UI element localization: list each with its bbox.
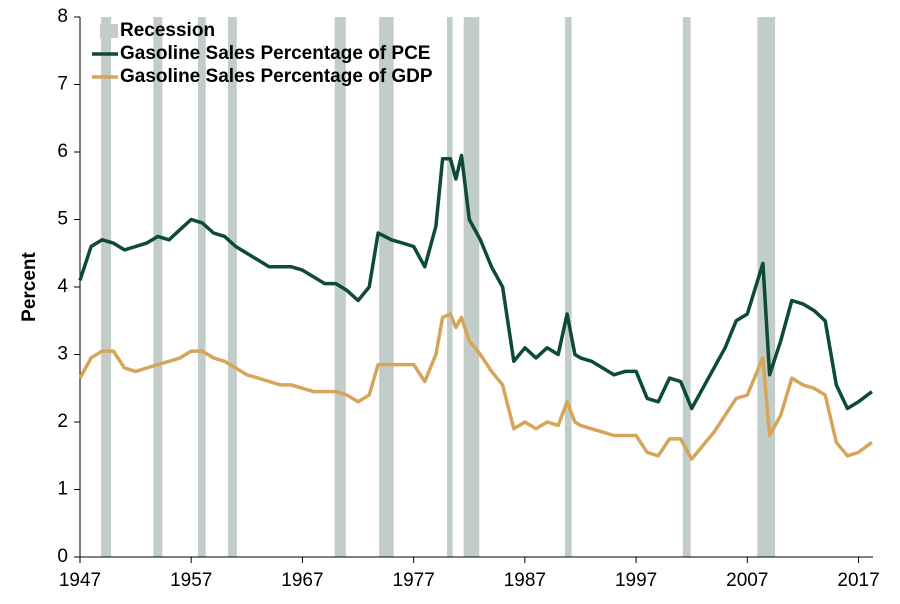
legend-label: Recession [120, 20, 215, 41]
y-tick-label: 3 [57, 344, 68, 365]
x-tick-label: 1997 [615, 570, 657, 591]
y-tick-label: 5 [57, 209, 68, 230]
x-tick-label: 1947 [59, 570, 101, 591]
recession-band [227, 17, 237, 557]
recession-band [447, 17, 453, 557]
x-tick-label: 1967 [281, 570, 323, 591]
y-tick-label: 6 [57, 141, 68, 162]
legend-label: Gasoline Sales Percentage of PCE [120, 43, 430, 64]
x-tick-label: 1977 [393, 570, 435, 591]
recession-band [101, 17, 112, 557]
recession-band [153, 17, 163, 557]
series-line [78, 153, 873, 411]
series-line [78, 312, 873, 461]
y-tick-label: 4 [57, 276, 68, 297]
y-axis-title: Percent [19, 251, 40, 321]
x-tick-label: 1987 [504, 570, 546, 591]
recession-band [463, 17, 480, 557]
recession-band [564, 17, 572, 557]
x-tick-label: 2017 [837, 570, 879, 591]
recession-band [197, 17, 206, 557]
y-tick-label: 7 [57, 74, 68, 95]
legend-label: Gasoline Sales Percentage of GDP [120, 66, 433, 87]
y-tick-label: 8 [57, 6, 68, 27]
y-tick-label: 0 [57, 546, 68, 567]
y-tick-label: 1 [57, 479, 68, 500]
y-tick-label: 2 [57, 411, 68, 432]
x-tick-label: 2007 [726, 570, 768, 591]
recession-band [682, 17, 691, 557]
recession-band [379, 17, 394, 557]
legend-swatch [100, 24, 118, 38]
x-tick-label: 1957 [170, 570, 212, 591]
recession-band [757, 17, 776, 557]
